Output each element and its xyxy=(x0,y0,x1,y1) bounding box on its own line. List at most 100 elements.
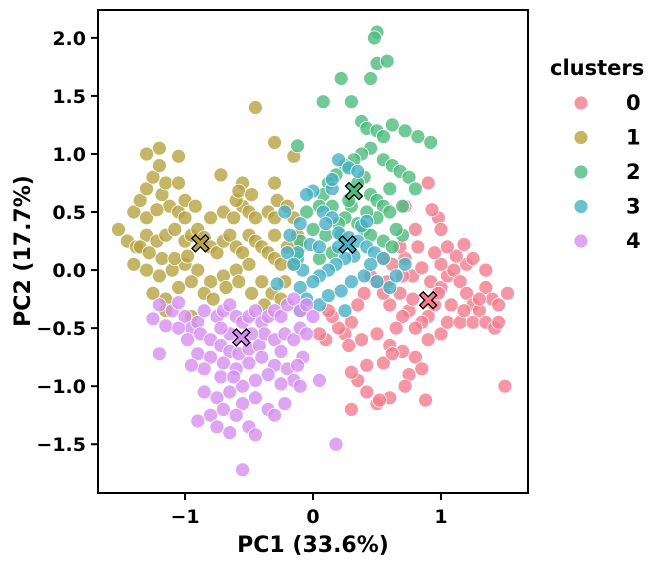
data-point-cluster-1 xyxy=(145,169,161,185)
data-point-cluster-4 xyxy=(247,390,263,406)
data-point-cluster-2 xyxy=(407,181,423,197)
data-point-cluster-2 xyxy=(379,53,395,69)
legend-marker-0 xyxy=(573,95,589,111)
data-point-cluster-4 xyxy=(254,349,270,365)
legend-label-0: 0 xyxy=(626,91,641,115)
data-point-cluster-0 xyxy=(382,297,398,313)
data-point-cluster-0 xyxy=(341,338,357,353)
data-point-cluster-4 xyxy=(213,320,229,336)
y-tick-label: 0.5 xyxy=(52,202,86,224)
data-point-cluster-4 xyxy=(247,303,263,319)
data-point-cluster-2 xyxy=(388,221,404,237)
data-point-cluster-0 xyxy=(448,248,464,264)
data-point-cluster-0 xyxy=(407,221,423,237)
data-point-cluster-4 xyxy=(247,427,263,443)
data-point-cluster-4 xyxy=(311,372,327,388)
data-point-cluster-4 xyxy=(151,297,167,313)
data-point-cluster-3 xyxy=(388,268,404,284)
data-point-cluster-1 xyxy=(183,274,199,290)
data-point-cluster-1 xyxy=(151,268,167,284)
data-point-cluster-3 xyxy=(375,251,391,266)
data-point-cluster-1 xyxy=(267,134,283,150)
data-point-cluster-3 xyxy=(277,204,293,220)
data-point-cluster-4 xyxy=(203,407,219,423)
centroid-marker-cluster-1 xyxy=(190,233,210,253)
data-point-cluster-3 xyxy=(363,256,379,272)
data-point-cluster-2 xyxy=(315,94,331,110)
data-point-cluster-3 xyxy=(305,274,321,290)
legend-label-1: 1 xyxy=(626,126,641,150)
data-point-cluster-2 xyxy=(382,204,398,220)
data-point-cluster-2 xyxy=(395,198,411,214)
data-point-cluster-1 xyxy=(177,210,193,226)
data-point-cluster-1 xyxy=(244,285,260,301)
data-point-cluster-1 xyxy=(226,210,242,226)
data-point-cluster-3 xyxy=(311,239,327,255)
data-point-cluster-4 xyxy=(213,369,229,385)
data-point-cluster-4 xyxy=(196,303,212,319)
data-point-cluster-1 xyxy=(151,158,167,174)
data-point-cluster-1 xyxy=(209,245,225,261)
data-point-cluster-2 xyxy=(366,30,382,46)
data-point-cluster-4 xyxy=(222,384,238,400)
data-point-cluster-4 xyxy=(299,297,315,313)
data-point-cluster-0 xyxy=(456,303,472,319)
data-point-cluster-1 xyxy=(231,274,247,290)
x-tick-label: −1 xyxy=(170,506,199,528)
data-point-cluster-4 xyxy=(290,357,306,373)
data-point-cluster-3 xyxy=(292,280,308,295)
data-point-cluster-4 xyxy=(235,396,251,412)
data-point-cluster-0 xyxy=(420,175,436,191)
data-point-cluster-4 xyxy=(180,332,196,348)
data-point-cluster-4 xyxy=(145,311,161,327)
data-point-cluster-0 xyxy=(397,378,413,394)
data-point-cluster-1 xyxy=(254,274,270,290)
data-point-cluster-4 xyxy=(209,419,225,435)
data-point-cluster-4 xyxy=(286,332,302,348)
legend: clusters 0 1 2 3 4 xyxy=(550,56,644,253)
data-point-cluster-0 xyxy=(384,346,400,362)
data-point-cluster-4 xyxy=(226,369,242,385)
data-point-cluster-1 xyxy=(139,210,155,226)
data-point-cluster-4 xyxy=(286,291,302,307)
data-point-cluster-0 xyxy=(491,314,507,330)
data-point-cluster-0 xyxy=(427,245,443,261)
data-point-cluster-0 xyxy=(439,239,455,255)
data-point-cluster-4 xyxy=(183,357,199,373)
data-point-cluster-2 xyxy=(333,71,349,86)
data-point-cluster-4 xyxy=(215,401,231,417)
data-point-cluster-0 xyxy=(359,357,375,373)
data-point-cluster-2 xyxy=(382,181,398,197)
data-point-cluster-0 xyxy=(331,320,347,336)
legend-label-4: 4 xyxy=(626,229,641,253)
data-point-cluster-0 xyxy=(456,237,472,252)
data-point-cluster-1 xyxy=(111,221,126,237)
data-point-cluster-0 xyxy=(350,297,366,313)
y-tick-label: 1.5 xyxy=(52,86,86,108)
legend-title: clusters xyxy=(550,56,644,80)
data-point-cluster-0 xyxy=(414,361,430,377)
data-point-cluster-0 xyxy=(405,291,421,307)
data-point-cluster-0 xyxy=(343,401,359,417)
data-point-cluster-3 xyxy=(279,245,295,261)
centroid-marker-cluster-0 xyxy=(418,290,438,310)
data-point-cluster-3 xyxy=(331,152,347,168)
legend-marker-1 xyxy=(573,130,589,145)
data-point-cluster-0 xyxy=(414,260,430,276)
data-point-cluster-1 xyxy=(139,181,155,197)
data-point-cluster-0 xyxy=(471,291,487,307)
data-point-cluster-1 xyxy=(203,210,219,226)
data-point-cluster-1 xyxy=(180,248,196,264)
data-point-cluster-4 xyxy=(158,318,174,334)
data-point-cluster-2 xyxy=(305,221,321,237)
centroid-marker-cluster-4 xyxy=(231,327,251,347)
data-point-cluster-1 xyxy=(247,100,263,115)
data-point-cluster-1 xyxy=(241,256,257,272)
x-tick-label: 1 xyxy=(434,506,447,528)
data-point-cluster-1 xyxy=(171,175,187,191)
data-point-cluster-1 xyxy=(267,227,283,243)
data-point-cluster-2 xyxy=(375,129,391,145)
data-point-cluster-4 xyxy=(171,295,187,311)
data-point-cluster-4 xyxy=(203,349,219,365)
data-point-cluster-1 xyxy=(132,192,148,208)
